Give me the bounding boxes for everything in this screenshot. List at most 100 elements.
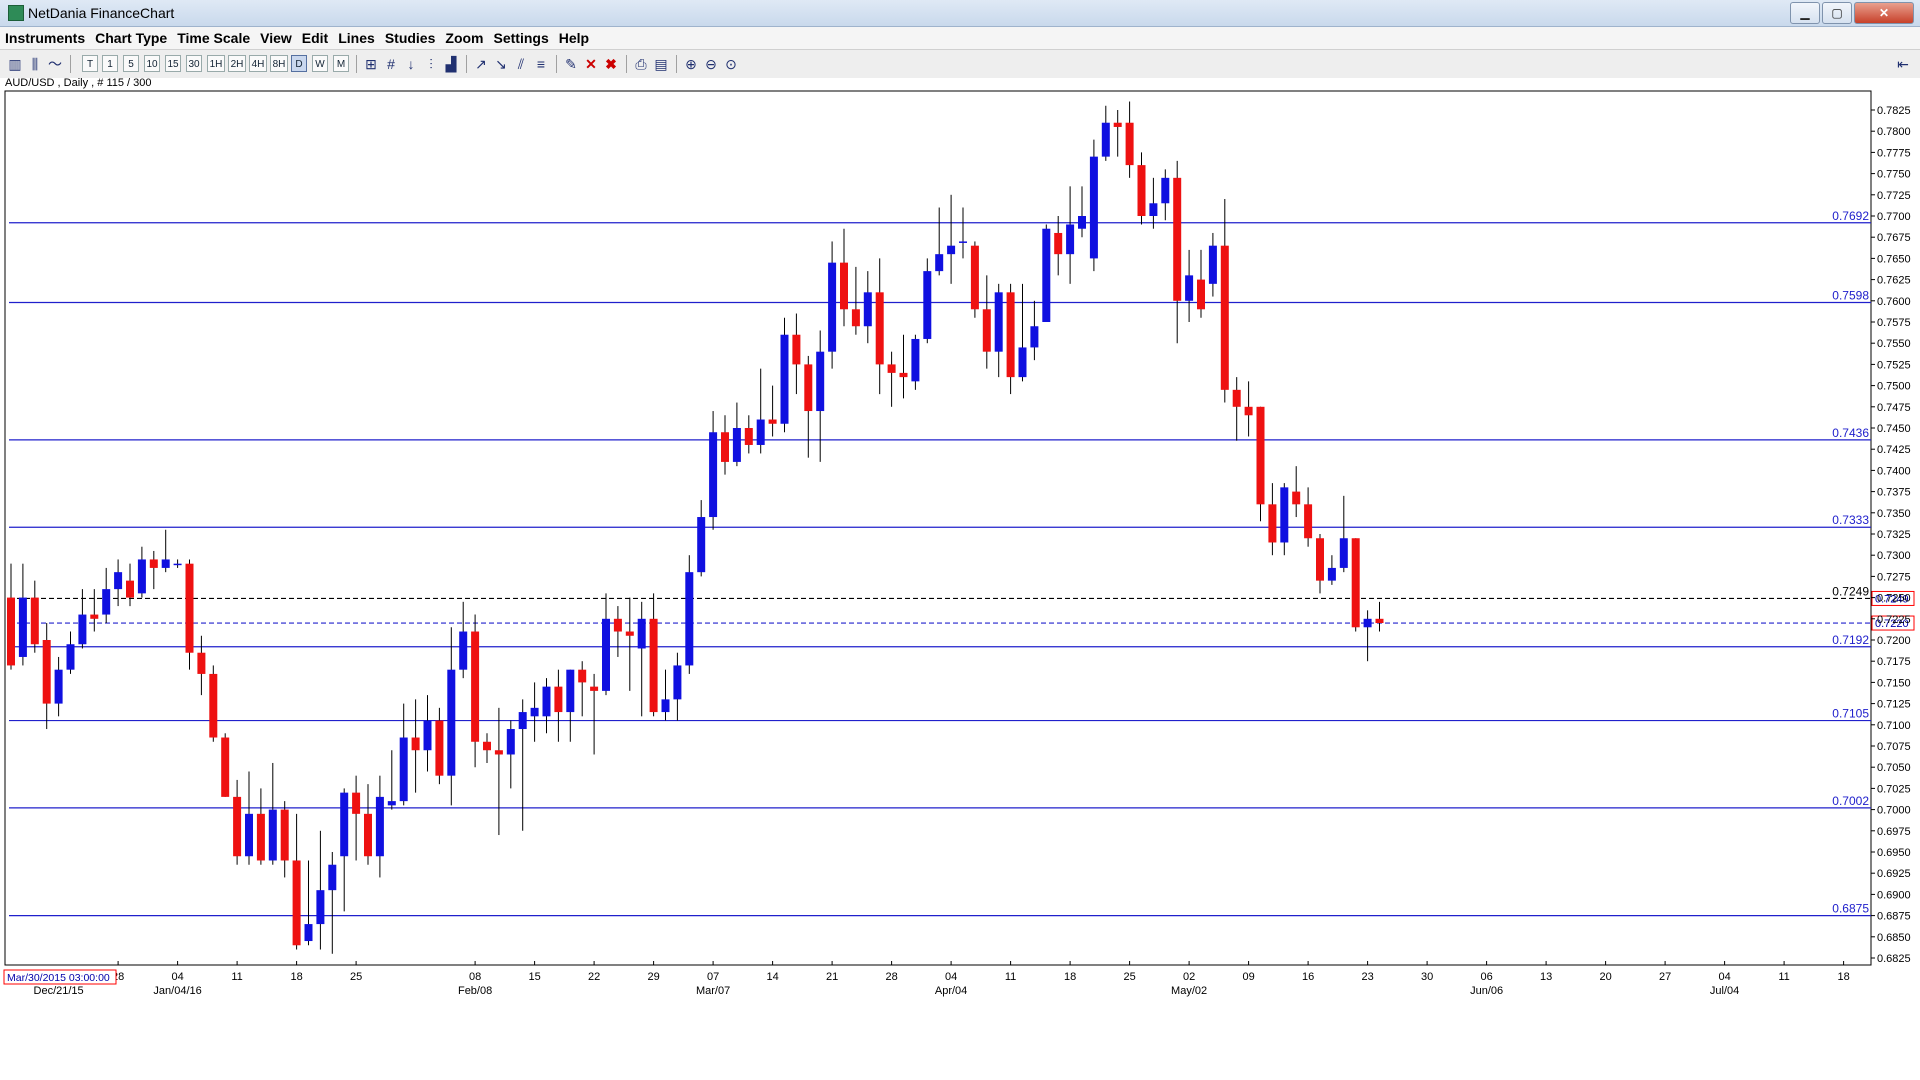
line-label: 0.7598 bbox=[1832, 288, 1869, 302]
menu-help[interactable]: Help bbox=[558, 30, 590, 46]
price-label-box bbox=[1871, 590, 1915, 606]
candlestick-icon[interactable]: ▥ bbox=[8, 56, 22, 72]
delete-icon[interactable]: ✕ bbox=[585, 56, 597, 72]
y-tick-label: 0.7825 bbox=[1877, 105, 1911, 117]
menu-lines[interactable]: Lines bbox=[338, 30, 375, 46]
close-button[interactable]: ✕ bbox=[1854, 2, 1914, 24]
candle-up bbox=[1161, 177, 1170, 204]
candle-up bbox=[756, 419, 765, 445]
x-tick-label: 25 bbox=[350, 971, 362, 983]
candle-down bbox=[1220, 245, 1229, 390]
timeframe-button[interactable]: M bbox=[333, 55, 349, 72]
x-tick-label: 28 bbox=[885, 971, 897, 983]
chart-area[interactable]: AUD/USD , Daily , # 115 / 300 0.7692 0.75… bbox=[0, 77, 1920, 1003]
y-tick-label: 0.7125 bbox=[1877, 699, 1911, 711]
candle-up bbox=[959, 241, 967, 243]
y-tick-label: 0.7575 bbox=[1877, 317, 1911, 329]
timeframe-button[interactable]: W bbox=[312, 55, 328, 72]
timeframe-button[interactable]: 10 bbox=[144, 55, 160, 72]
maximize-button[interactable]: ▢ bbox=[1822, 2, 1852, 24]
menu-view[interactable]: View bbox=[260, 30, 292, 46]
candle-down bbox=[90, 614, 99, 619]
collapse-icon[interactable]: ⇤ bbox=[1897, 56, 1909, 72]
grid-icon[interactable]: # bbox=[387, 56, 395, 72]
candle-down bbox=[1113, 122, 1122, 127]
candle-down bbox=[649, 618, 658, 713]
menu-edit[interactable]: Edit bbox=[301, 30, 329, 46]
candle-down bbox=[1054, 232, 1063, 255]
timeframe-button[interactable]: 1 bbox=[102, 55, 118, 72]
candle-up bbox=[245, 813, 253, 857]
y-tick-label: 0.7300 bbox=[1877, 550, 1911, 562]
candle-up bbox=[637, 618, 646, 649]
delete-all-icon[interactable]: ✖ bbox=[605, 56, 617, 72]
menu-instruments[interactable]: Instruments bbox=[5, 30, 86, 46]
line-label: 0.7002 bbox=[1832, 794, 1869, 808]
timeframe-button-selected[interactable]: D bbox=[291, 55, 307, 72]
x-tick-label: 18 bbox=[290, 971, 302, 983]
timeframe-button[interactable]: 1H bbox=[207, 55, 225, 72]
candle-up bbox=[328, 864, 337, 891]
x-tick-label: 25 bbox=[1123, 971, 1135, 983]
x-tick-label: 30 bbox=[1421, 971, 1433, 983]
y-tick-label: 0.7025 bbox=[1877, 783, 1911, 795]
candle-up bbox=[1030, 326, 1039, 348]
price-axis: 0.6825 0.6850 0.6875 0.6900 0.6925 0.6950 0.69… bbox=[1871, 105, 1911, 965]
price-label: 0.7220 bbox=[1875, 618, 1909, 630]
trend-down-icon[interactable]: ↘ bbox=[495, 56, 507, 72]
timeframe-button[interactable]: 2H bbox=[228, 55, 246, 72]
menu-chart-type[interactable]: Chart Type bbox=[95, 30, 168, 46]
cursor-time-box bbox=[3, 969, 117, 985]
cursor-time: Mar/30/2015 03:00:00 bbox=[7, 972, 110, 984]
zoom-in-icon[interactable]: ⊕ bbox=[685, 56, 697, 72]
marker-icon[interactable]: ✎ bbox=[565, 56, 577, 72]
volume-icon[interactable]: ⫶ bbox=[429, 56, 433, 72]
zoom-reset-icon[interactable]: ⊙ bbox=[725, 56, 737, 72]
y-tick-label: 0.7700 bbox=[1877, 211, 1911, 223]
arrow-down-icon[interactable]: ↓ bbox=[407, 56, 415, 72]
candlestick-chart[interactable]: AUD/USD , Daily , # 115 / 300 0.7692 0.75… bbox=[0, 77, 1920, 1003]
menu-settings[interactable]: Settings bbox=[493, 30, 549, 46]
timeframe-button[interactable]: 8H bbox=[270, 55, 288, 72]
menu-bar: Instruments Chart Type Time Scale View Edit L… bbox=[0, 27, 1920, 50]
timeframe-button[interactable]: 4H bbox=[249, 55, 267, 72]
y-tick-label: 0.7625 bbox=[1877, 275, 1911, 287]
crosshair-icon[interactable]: ⊞ bbox=[365, 56, 377, 72]
channel-icon[interactable]: ⫽ bbox=[517, 56, 525, 72]
timeframe-button[interactable]: 30 bbox=[186, 55, 202, 72]
x-tick-label: 20 bbox=[1599, 971, 1611, 983]
candle-up bbox=[566, 669, 575, 713]
timeframe-button[interactable]: 15 bbox=[165, 55, 181, 72]
candle-up bbox=[828, 262, 837, 352]
line-label: 0.6875 bbox=[1832, 902, 1869, 916]
candle-up bbox=[423, 720, 432, 751]
line-label: 0.7692 bbox=[1832, 209, 1869, 223]
candle-up bbox=[697, 517, 706, 573]
menu-time-scale[interactable]: Time Scale bbox=[177, 30, 251, 46]
candle-down bbox=[280, 809, 289, 861]
minimize-button[interactable]: ▁ bbox=[1790, 2, 1820, 24]
y-tick-label: 0.7275 bbox=[1877, 571, 1911, 583]
candle-down bbox=[256, 813, 265, 861]
y-tick-label: 0.7250 bbox=[1877, 593, 1911, 605]
print-icon[interactable]: ⎙ bbox=[635, 56, 647, 72]
x-tick-label: 04 bbox=[171, 971, 183, 983]
menu-studies[interactable]: Studies bbox=[384, 30, 436, 46]
x-month-label: Jan/04/16 bbox=[153, 985, 201, 997]
timeframe-button[interactable]: 5 bbox=[123, 55, 139, 72]
candle-down bbox=[471, 631, 480, 742]
print-preview-icon[interactable]: ▤ bbox=[654, 56, 668, 72]
candle-up bbox=[304, 924, 313, 942]
candle-down bbox=[970, 245, 979, 310]
line-chart-icon[interactable]: 〜 bbox=[48, 56, 62, 72]
fibonacci-icon[interactable]: ≡ bbox=[536, 56, 546, 72]
candle-up bbox=[268, 809, 277, 861]
candle-up bbox=[1363, 618, 1372, 628]
bar-chart-icon[interactable]: ⫼ bbox=[31, 56, 39, 72]
menu-zoom[interactable]: Zoom bbox=[445, 30, 484, 46]
zoom-out-icon[interactable]: ⊖ bbox=[705, 56, 717, 72]
trend-up-icon[interactable]: ↗ bbox=[475, 56, 487, 72]
timeframe-button[interactable]: T bbox=[82, 55, 98, 72]
x-tick-label: 04 bbox=[1718, 971, 1730, 983]
histogram-icon[interactable]: ▟ bbox=[445, 56, 457, 72]
